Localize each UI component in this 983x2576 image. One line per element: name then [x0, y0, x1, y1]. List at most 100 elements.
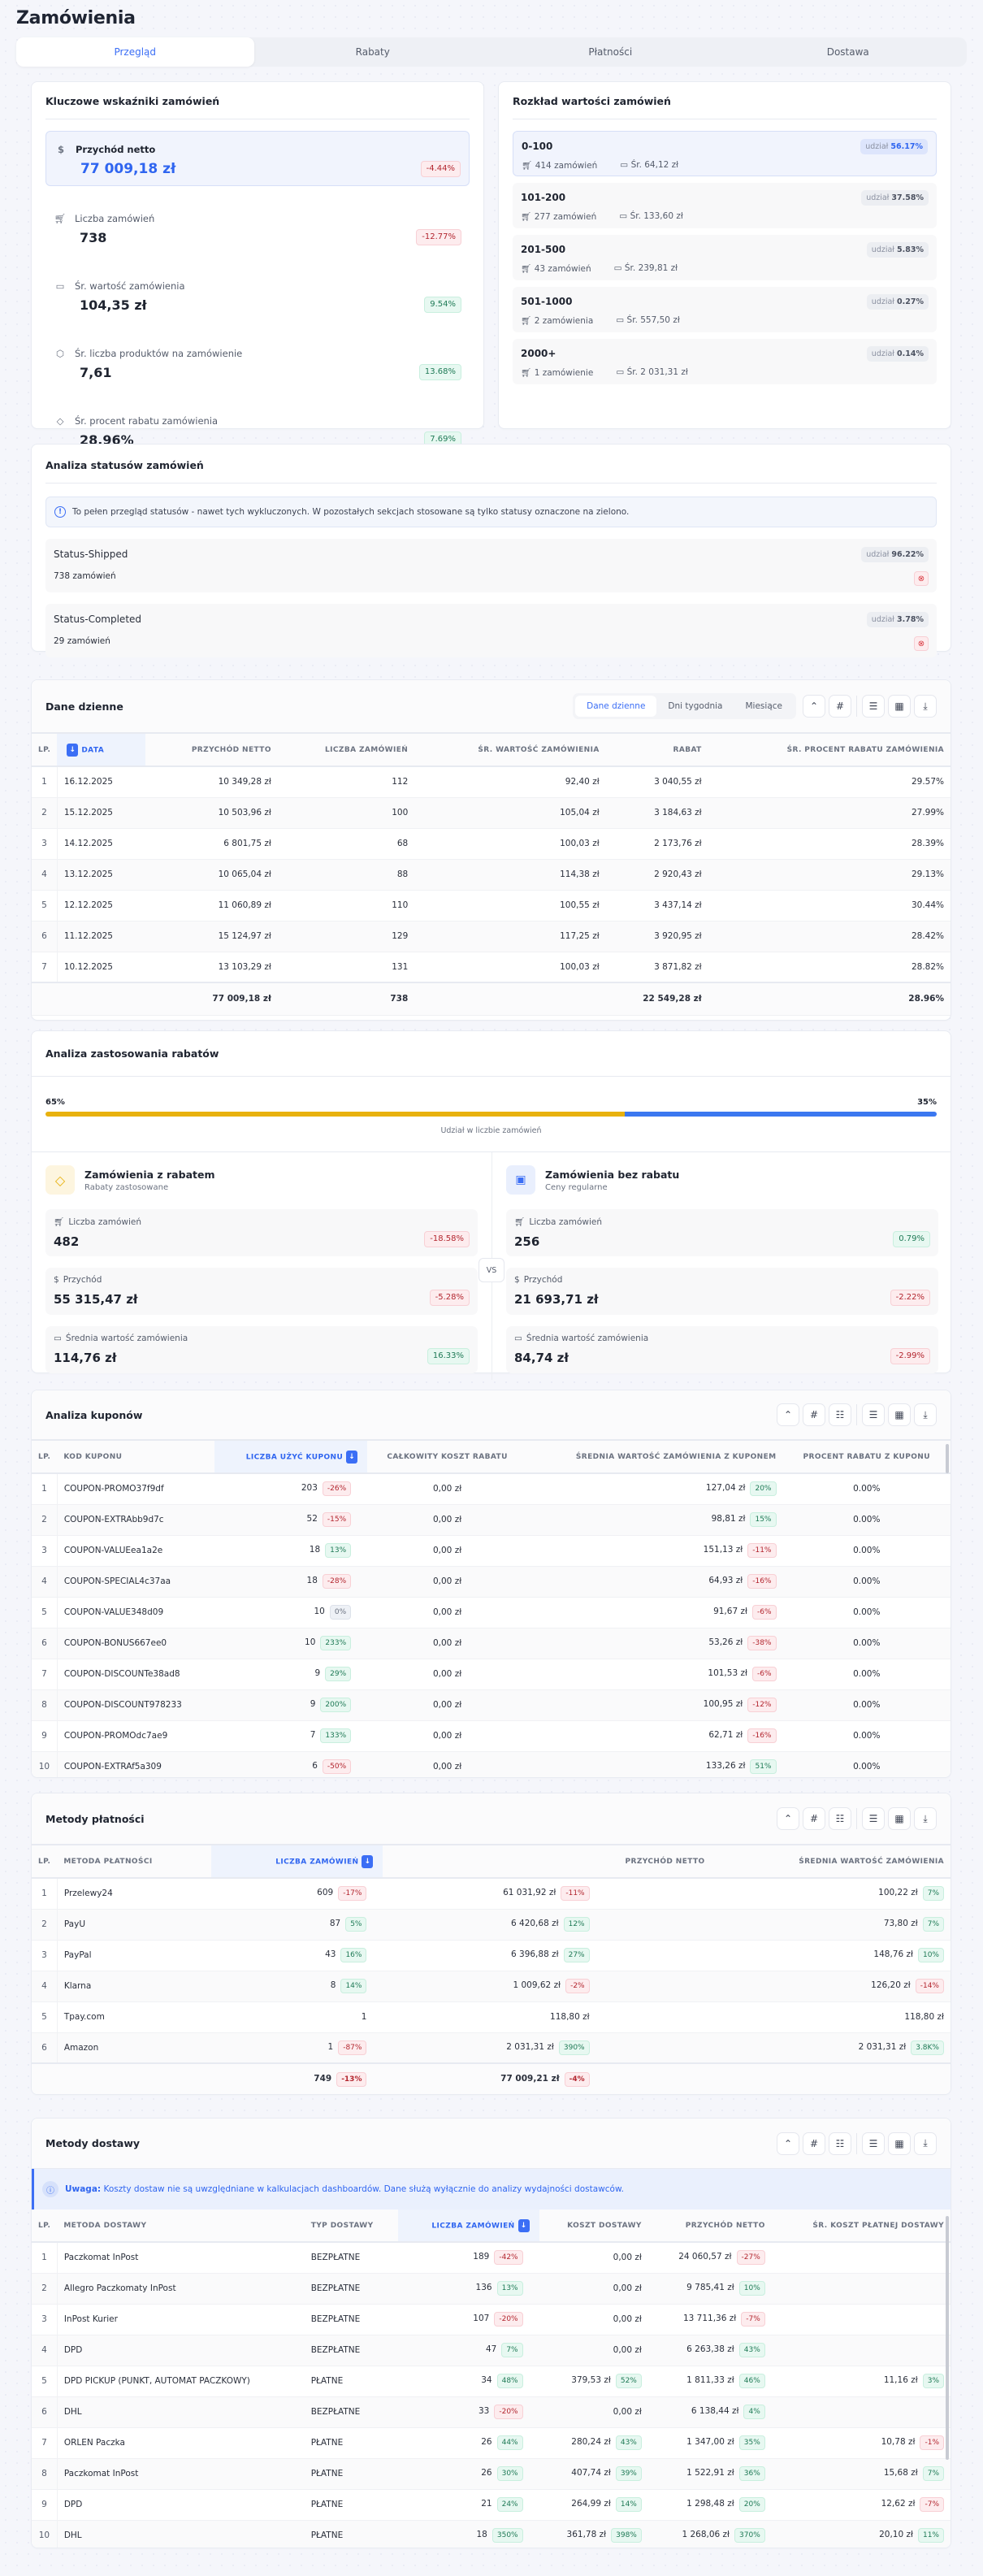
table-cell: 129	[277, 921, 415, 952]
columns-button[interactable]: ▦	[888, 1807, 911, 1830]
view-months[interactable]: Miesiące	[745, 701, 783, 711]
col-revenue[interactable]: PRZYCHÓD NETTO	[383, 1845, 712, 1879]
change-badge: 7%	[922, 2466, 944, 2481]
collapse-button[interactable]: ⌃	[803, 695, 825, 718]
download-button[interactable]: ⤓	[914, 1403, 937, 1426]
range-avg: Śr. 64,12 zł	[630, 160, 679, 170]
excluded-close-icon[interactable]: ⊗	[914, 571, 929, 586]
download-button[interactable]: ⤓	[914, 1807, 937, 1830]
delivery-scrollbar[interactable]	[946, 2216, 949, 2460]
filter-button[interactable]: ☰	[862, 1403, 885, 1426]
table-cell: 88	[277, 859, 415, 891]
compare-button[interactable]: ☷	[829, 1403, 851, 1426]
col-coupon-uses[interactable]: LICZBA UŻYĆ KUPONU ↓	[214, 1441, 368, 1474]
change-badge: 44%	[496, 2435, 523, 2450]
collapse-button[interactable]: ⌃	[777, 2131, 799, 2155]
payment-method: PayPal	[57, 1940, 211, 1971]
table-cell: 100	[277, 797, 415, 829]
table-row: 2 PayU 87 5% 6 420,68 zł 12% 73,80 zł 7%	[32, 1909, 951, 1941]
table-cell: 3 040,55 zł	[605, 766, 708, 798]
columns-button[interactable]: ▦	[888, 2131, 911, 2155]
columns-button[interactable]: ▦	[888, 1403, 911, 1426]
download-button[interactable]: ⤓	[914, 2131, 937, 2155]
col-lp[interactable]: LP.	[32, 734, 58, 767]
coupons-scrollbar[interactable]	[946, 1444, 949, 1473]
payment-method: Przelewy24	[57, 1878, 211, 1910]
table-row: 5 COUPON-VALUE348d09 10 0% 0,00 zł 91,67 zł -6…	[32, 1597, 951, 1628]
compare-button[interactable]: ☷	[829, 1807, 851, 1830]
col-revenue[interactable]: PRZYCHÓD NETTO	[647, 2210, 772, 2243]
table-cell: 3 184,63 zł	[605, 797, 708, 829]
status-item: Status-Shipped 738 zamówień udział 96.22% ⊗	[45, 539, 937, 592]
change-badge: 51%	[750, 1759, 777, 1774]
kpi-item: 🛒︎ Liczba zamówień 738 -12.77%	[45, 201, 470, 254]
col-discount-pct[interactable]: PROCENT RABATU Z KUPONU	[782, 1441, 951, 1474]
filter-button[interactable]: ☰	[862, 1807, 885, 1830]
row-numbers-button[interactable]: #	[829, 695, 851, 718]
change-badge: 13%	[496, 2281, 523, 2296]
total-cell: 77 009,18 zł	[145, 982, 278, 1016]
download-button[interactable]: ⤓	[914, 695, 937, 718]
table-cell: 28.39%	[708, 828, 951, 860]
col-avg-order-value[interactable]: ŚREDNIA WARTOŚĆ ZAMÓWIENIA Z KUPONEM	[527, 1441, 783, 1474]
col-avg-value[interactable]: ŚREDNIA WARTOŚĆ ZAMÓWIENIA	[711, 1845, 951, 1879]
view-weekdays[interactable]: Dni tygodnia	[668, 701, 723, 711]
col-orders[interactable]: LICZBA ZAMÓWIEŃ ↓	[397, 2210, 539, 2243]
total-cell	[57, 982, 146, 1016]
excluded-close-icon[interactable]: ⊗	[914, 636, 929, 651]
delivery-method: InPost Kurier	[57, 2304, 305, 2335]
tab-platnosci[interactable]: Płatności	[588, 46, 633, 58]
share-badge: udział 37.58%	[861, 190, 929, 206]
compare-button[interactable]: ☷	[829, 2131, 851, 2155]
wallet-icon: ▭	[619, 211, 628, 221]
col-avg-discount-pct[interactable]: ŚR. PROCENT RABATU ZAMÓWIENIA	[708, 734, 951, 767]
table-cell: 3 871,82 zł	[605, 952, 708, 983]
hash-icon: #	[809, 1813, 819, 1824]
row-numbers-button[interactable]: #	[803, 2131, 825, 2155]
change-badge: 30%	[496, 2466, 523, 2481]
view-daily[interactable]: Dane dzienne	[575, 696, 657, 717]
tab-dostawa[interactable]: Dostawa	[826, 46, 869, 58]
metric-value: 21 693,71 zł	[514, 1292, 599, 1307]
without-discount-heading: Zamówienia bez rabatu	[545, 1168, 680, 1181]
tab-rabaty[interactable]: Rabaty	[355, 46, 390, 58]
table-cell: 4	[32, 859, 58, 891]
columns-button[interactable]: ▦	[888, 695, 911, 718]
collapse-button[interactable]: ⌃	[777, 1807, 799, 1830]
col-orders[interactable]: LICZBA ZAMÓWIEŃ	[277, 734, 415, 767]
range-name: 201-500	[521, 244, 566, 255]
col-lp[interactable]: LP.	[32, 1441, 58, 1474]
row-numbers-button[interactable]: #	[803, 1403, 825, 1426]
delivery-type: PŁATNE	[304, 2427, 398, 2459]
col-delivery-type[interactable]: TYP DOSTAWY	[304, 2210, 398, 2243]
filter-button[interactable]: ☰	[862, 695, 885, 718]
col-delivery-cost[interactable]: KOSZT DOSTAWY	[539, 2210, 648, 2243]
col-total-cost[interactable]: CAŁKOWITY KOSZT RABATU	[367, 1441, 528, 1474]
table-cell: 100,03 zł	[414, 828, 606, 860]
col-revenue[interactable]: PRZYCHÓD NETTO	[145, 734, 278, 767]
delivery-method: Paczkomat InPost	[57, 2242, 305, 2274]
delivery-table: LP. METODA DOSTAWY TYP DOSTAWY LICZBA ZA…	[32, 2210, 951, 2548]
table-cell: 10 349,28 zł	[145, 766, 278, 798]
col-avg-value[interactable]: ŚR. WARTOŚĆ ZAMÓWIENIA	[414, 734, 606, 767]
col-discount[interactable]: RABAT	[605, 734, 708, 767]
collapse-button[interactable]: ⌃	[777, 1403, 799, 1426]
col-delivery-method[interactable]: METODA DOSTAWY	[57, 2210, 305, 2243]
col-date[interactable]: ↓ DATA	[57, 734, 146, 767]
col-coupon-code[interactable]: KOD KUPONU	[57, 1441, 214, 1474]
col-lp[interactable]: LP.	[32, 1845, 58, 1879]
col-lp[interactable]: LP.	[32, 2210, 58, 2243]
filter-button[interactable]: ☰	[862, 2131, 885, 2155]
tab-przeglad[interactable]: Przegląd	[16, 37, 254, 67]
col-orders[interactable]: LICZBA ZAMÓWIEŃ ↓	[210, 1845, 383, 1879]
range-orders: 1 zamówienie	[534, 368, 594, 378]
table-row: 4 DPD BEZPŁATNE 47 7% 0,00 zł 6 263,38 zł 43%	[32, 2335, 951, 2366]
table-row: 4 13.12.2025 10 065,04 zł 88 114,38 zł 2 920,…	[32, 859, 951, 891]
change-badge: 7%	[922, 1917, 944, 1932]
table-row: 5 DPD PICKUP (PUNKT, AUTOMAT PACZKOWY) PŁA…	[32, 2366, 951, 2397]
table-cell: 15.12.2025	[57, 797, 146, 829]
col-payment-method[interactable]: METODA PŁATNOŚCI	[57, 1845, 211, 1879]
row-numbers-button[interactable]: #	[803, 1807, 825, 1830]
table-cell: 5	[32, 890, 58, 922]
col-avg-paid-delivery[interactable]: ŚR. KOSZT PŁATNEJ DOSTAWY	[771, 2210, 951, 2243]
